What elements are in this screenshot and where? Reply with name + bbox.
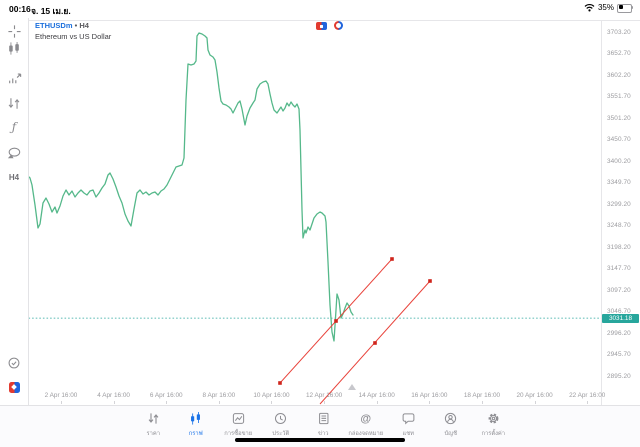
battery-percent: 35% bbox=[597, 3, 614, 12]
nav-news[interactable]: ข่าว bbox=[302, 411, 345, 438]
time-axis-label: 12 Apr 16:00 bbox=[305, 392, 343, 399]
chart-left-toolbar: ƒ H4 bbox=[0, 18, 29, 405]
nav-account[interactable]: บัญชี bbox=[430, 411, 473, 438]
time-axis-tick bbox=[218, 400, 220, 404]
function-indicator-button[interactable]: ƒ bbox=[11, 120, 17, 134]
history-clock-icon bbox=[274, 411, 287, 426]
battery-icon bbox=[617, 3, 633, 13]
nav-mailbox[interactable]: @ กล่องจดหมาย bbox=[348, 412, 384, 437]
nav-history[interactable]: ประวัติ bbox=[260, 411, 303, 438]
account-person-icon bbox=[444, 411, 457, 426]
mailbox-at-icon: @ bbox=[360, 412, 372, 425]
news-document-icon bbox=[317, 411, 330, 426]
wifi-icon bbox=[584, 3, 595, 12]
price-axis-border bbox=[601, 20, 602, 405]
crosshair-tool-button[interactable] bbox=[0, 22, 28, 40]
time-axis-label: 16 Apr 16:00 bbox=[411, 392, 448, 399]
price-axis-label: 2945.70 bbox=[607, 351, 631, 358]
status-right-cluster: 35% bbox=[584, 3, 633, 13]
history-clock-icon[interactable] bbox=[0, 354, 28, 372]
time-axis-label: 22 Apr 16:00 bbox=[569, 392, 606, 399]
time-axis-tick bbox=[271, 400, 273, 404]
chart-candles-icon bbox=[189, 411, 202, 426]
time-axis-tick bbox=[376, 400, 378, 404]
settings-gear-icon bbox=[487, 411, 500, 426]
time-axis-label: 6 Apr 16:00 bbox=[149, 392, 183, 399]
timeframe-button[interactable]: H4 bbox=[8, 172, 20, 182]
price-axis-label: 3248.70 bbox=[607, 222, 631, 229]
nav-quotes[interactable]: ราคา bbox=[132, 411, 175, 438]
price-axis-label: 2895.20 bbox=[607, 372, 631, 380]
objects-button[interactable] bbox=[0, 144, 28, 162]
time-axis-label: 20 Apr 16:00 bbox=[516, 392, 553, 399]
time-axis[interactable]: 2 Apr 16:00 4 Apr 16:00 6 Apr 16:00 8 Apr 1… bbox=[0, 389, 640, 405]
symbol-name[interactable]: ETHUSDm bbox=[35, 21, 73, 30]
objects-badge-icon bbox=[316, 22, 327, 30]
time-axis-tick bbox=[534, 400, 536, 404]
trade-chart-icon bbox=[232, 411, 245, 426]
price-axis-label: 3450.70 bbox=[607, 136, 631, 143]
price-axis-label: 3349.70 bbox=[607, 179, 631, 186]
chart-header: ETHUSDm • H4 Ethereum vs US Dollar bbox=[35, 21, 343, 41]
time-axis-label: 4 Apr 16:00 bbox=[97, 392, 130, 399]
time-axis-label: 8 Apr 16:00 bbox=[202, 392, 236, 399]
metatrader-logo-icon[interactable] bbox=[0, 378, 28, 396]
nav-trade[interactable]: การซื้อขาย bbox=[217, 411, 260, 438]
current-price-badge: 3031.18 bbox=[602, 313, 639, 323]
price-axis-label: 3046.70 bbox=[607, 308, 631, 315]
price-axis-label: 3400.20 bbox=[607, 157, 631, 165]
time-axis-tick bbox=[587, 400, 589, 404]
time-axis-label: 10 Apr 16:00 bbox=[253, 392, 290, 399]
autochartist-badge-icon bbox=[334, 21, 343, 30]
time-axis-tick bbox=[166, 400, 168, 404]
home-indicator[interactable] bbox=[235, 438, 405, 442]
status-bar: 00:16 จ. 15 เม.ย. 35% bbox=[0, 0, 640, 18]
quotes-arrows-icon bbox=[147, 411, 160, 426]
time-axis-label: 14 Apr 16:00 bbox=[358, 392, 395, 399]
price-axis-label: 3501.20 bbox=[607, 114, 631, 122]
chart-type-candles-button[interactable] bbox=[0, 39, 28, 57]
price-axis-label: 3198.20 bbox=[607, 243, 631, 251]
status-date: จ. 15 เม.ย. bbox=[31, 6, 71, 16]
time-axis-label: 2 Apr 16:00 bbox=[44, 392, 78, 399]
price-axis-label: 3299.20 bbox=[607, 200, 631, 208]
price-axis-label: 3551.70 bbox=[607, 93, 631, 100]
time-axis-tick bbox=[481, 400, 483, 404]
price-axis-label: 3602.20 bbox=[607, 71, 631, 79]
time-axis-tick bbox=[61, 400, 62, 404]
time-axis-tick bbox=[429, 400, 431, 404]
symbol-description: Ethereum vs US Dollar bbox=[35, 31, 112, 41]
time-axis-tick bbox=[324, 400, 326, 404]
price-axis-label: 3147.70 bbox=[607, 265, 631, 272]
price-axis-label: 3097.20 bbox=[607, 286, 631, 294]
time-axis-tick bbox=[113, 400, 115, 404]
plot-top-border bbox=[28, 20, 640, 21]
nav-chart[interactable]: กราฟ bbox=[175, 411, 218, 438]
price-axis-label: 3652.70 bbox=[607, 50, 631, 57]
time-axis-label: 18 Apr 16:00 bbox=[463, 392, 501, 399]
chat-bubble-icon bbox=[402, 411, 415, 426]
symbol-timeframe: • H4 bbox=[74, 21, 89, 30]
nav-settings[interactable]: การตั้งค่า bbox=[472, 411, 515, 438]
trade-levels-button[interactable] bbox=[0, 94, 28, 112]
price-axis-label: 3703.20 bbox=[607, 28, 631, 36]
nav-chat[interactable]: แชท bbox=[387, 411, 430, 438]
price-axis-label: 2996.20 bbox=[607, 329, 631, 337]
indicators-button[interactable] bbox=[0, 69, 28, 87]
price-axis[interactable]: 3703.20 3652.70 3602.20 3551.70 3501.20 3450.… bbox=[602, 18, 640, 405]
clock-time: 00:16 bbox=[9, 4, 31, 14]
